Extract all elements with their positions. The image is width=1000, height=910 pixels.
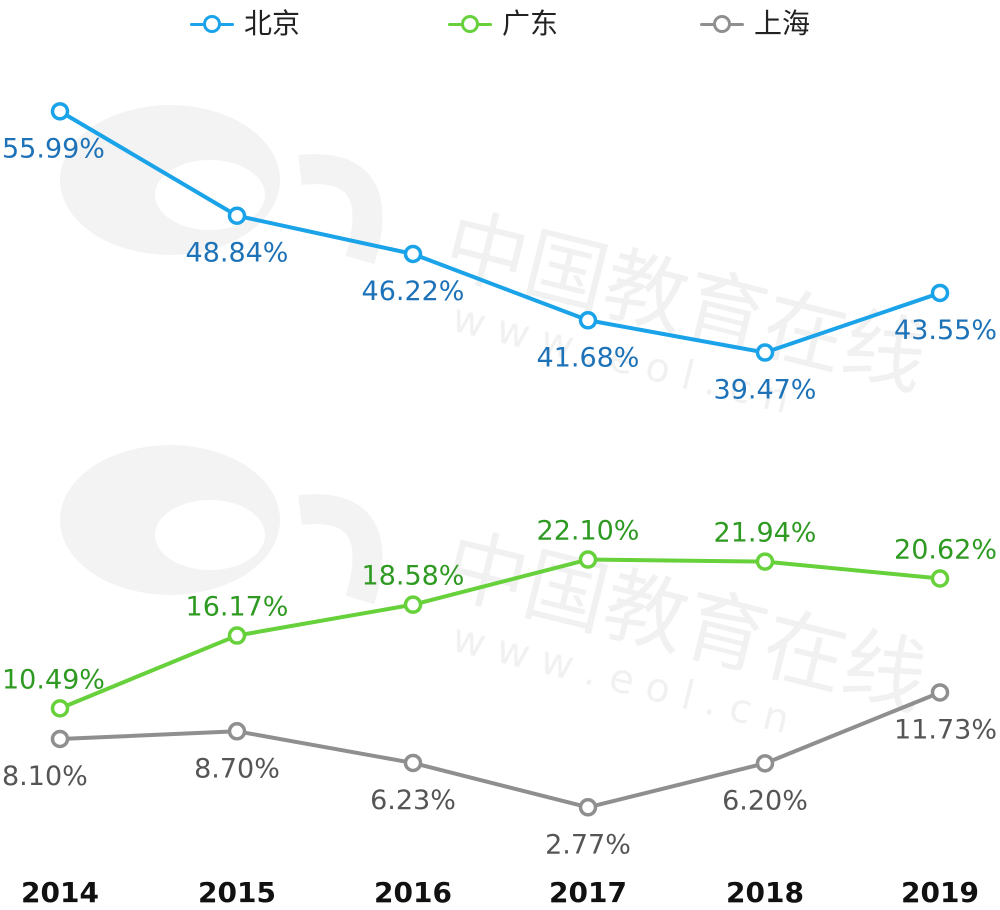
data-point-shanghai-2014[interactable] [50, 729, 70, 749]
data-point-shanghai-2016[interactable] [403, 753, 423, 773]
legend-marker-guangdong [448, 14, 492, 34]
data-point-guangdong-2018[interactable] [755, 552, 775, 571]
data-label-shanghai-2018: 6.20% [722, 785, 808, 816]
data-label-shanghai-2019: 11.73% [894, 714, 997, 745]
series-line-guangdong [59, 557, 941, 711]
data-label-guangdong-2017: 22.10% [537, 516, 640, 547]
legend-item-shanghai[interactable]: 上海 [700, 2, 810, 46]
legend-marker-shanghai [700, 14, 744, 34]
data-point-shanghai-2017[interactable] [578, 798, 598, 817]
data-point-beijing-2016[interactable] [403, 244, 423, 264]
x-tick-label-2014: 2014 [21, 876, 99, 909]
legend-marker-beijing [190, 14, 234, 34]
data-label-beijing-2014: 55.99% [2, 133, 105, 164]
data-label-beijing-2017: 41.68% [537, 342, 640, 373]
data-label-shanghai-2014: 8.10% [2, 761, 88, 792]
x-tick-label-2016: 2016 [374, 876, 452, 909]
legend-item-guangdong[interactable]: 广东 [448, 2, 558, 46]
data-point-shanghai-2019[interactable] [930, 683, 950, 702]
data-label-guangdong-2014: 10.49% [2, 664, 105, 695]
data-label-shanghai-2016: 6.23% [370, 785, 456, 816]
data-label-guangdong-2018: 21.94% [714, 518, 817, 549]
legend-label-guangdong: 广东 [502, 7, 559, 40]
series-line-beijing [58, 109, 941, 355]
data-label-beijing-2018: 39.47% [714, 375, 817, 406]
data-point-guangdong-2019[interactable] [930, 569, 950, 588]
data-label-shanghai-2015: 8.70% [194, 753, 280, 784]
data-point-beijing-2019[interactable] [930, 283, 950, 303]
data-label-beijing-2019: 43.55% [894, 315, 997, 346]
data-point-guangdong-2015[interactable] [227, 626, 247, 645]
data-label-shanghai-2017: 2.77% [545, 829, 631, 860]
data-point-beijing-2015[interactable] [227, 206, 247, 225]
data-label-guangdong-2015: 16.17% [186, 592, 289, 623]
data-point-beijing-2018[interactable] [755, 343, 775, 362]
legend-label-beijing: 北京 [244, 7, 301, 40]
data-label-guangdong-2019: 20.62% [894, 535, 997, 566]
series-line-shanghai [59, 690, 941, 810]
x-tick-label-2019: 2019 [901, 876, 979, 909]
data-label-beijing-2016: 46.22% [362, 276, 465, 307]
data-point-guangdong-2017[interactable] [578, 550, 598, 569]
x-tick-label-2015: 2015 [198, 876, 276, 909]
x-axis: 2014 2015 2016 2017 2018 2019 [21, 876, 979, 909]
x-tick-label-2018: 2018 [726, 876, 804, 909]
series-layer [50, 102, 950, 817]
data-label-guangdong-2016: 18.58% [362, 561, 465, 592]
watermark-logo-lower [60, 445, 383, 605]
data-point-shanghai-2018[interactable] [755, 754, 775, 773]
legend-label-shanghai: 上海 [754, 7, 811, 40]
data-label-beijing-2015: 48.84% [186, 238, 289, 269]
data-labels: 55.99% 48.84% 46.22% 41.68% 39.47% 43.55% 10.4… [2, 133, 997, 860]
data-point-beijing-2017[interactable] [578, 311, 598, 330]
data-point-beijing-2014[interactable] [50, 102, 70, 121]
data-point-guangdong-2014[interactable] [50, 699, 70, 718]
data-point-guangdong-2016[interactable] [403, 595, 423, 614]
x-tick-label-2017: 2017 [549, 876, 627, 909]
legend: 北京 广东 上海 [0, 2, 1000, 46]
watermark: 中国教育在线 w w w . e o l . c n 中国教育在线 w w w … [60, 105, 936, 743]
data-point-shanghai-2015[interactable] [227, 722, 247, 741]
legend-item-beijing[interactable]: 北京 [190, 2, 300, 46]
